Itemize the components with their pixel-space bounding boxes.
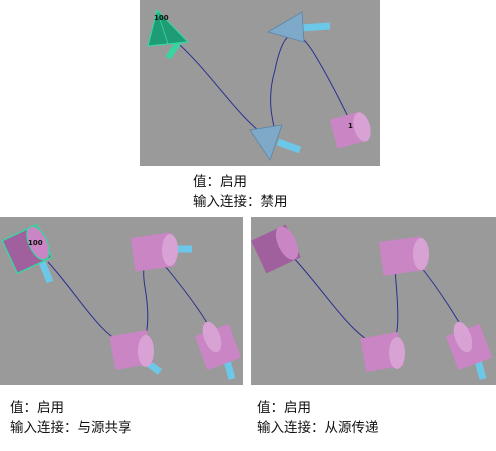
- caption-top: 值：启用 输入连接：禁用: [193, 172, 288, 212]
- cylinder-right[interactable]: [445, 319, 493, 380]
- motion-path-curve[interactable]: [47, 257, 219, 348]
- selected-cylinder[interactable]: 100: [1, 223, 54, 284]
- viewport-bottom-right-scene[interactable]: [251, 217, 496, 385]
- value-label: 值：启用: [193, 174, 247, 190]
- cylinder-top-right[interactable]: [130, 232, 192, 272]
- cylinder-right[interactable]: [194, 319, 242, 380]
- viewport-bottom-left[interactable]: 100: [0, 217, 243, 385]
- motion-path-curve[interactable]: [290, 254, 472, 348]
- cone-arrow-top[interactable]: [266, 11, 331, 43]
- viewport-bottom-right[interactable]: [251, 217, 496, 385]
- viewport-bottom-left-scene[interactable]: 100: [0, 217, 243, 385]
- cylinder-top-left[interactable]: [251, 223, 303, 274]
- cylinder-object[interactable]: 1: [329, 110, 374, 149]
- selected-cone-arrow[interactable]: 100: [147, 8, 190, 60]
- input-connection-label: 输入连接：从源传递: [257, 420, 379, 436]
- viewport-top[interactable]: 100 1: [140, 0, 380, 166]
- viewport-top-scene[interactable]: 100 1: [140, 0, 380, 166]
- value-label: 值：启用: [257, 400, 311, 416]
- caption-bottom-right: 值：启用 输入连接：从源传递: [257, 398, 379, 438]
- input-connection-label: 输入连接：禁用: [193, 194, 288, 210]
- motion-path-curve[interactable]: [171, 33, 353, 142]
- caption-bottom-left: 值：启用 输入连接：与源共享: [10, 398, 132, 438]
- marker-label: 100: [28, 239, 43, 247]
- input-connection-label: 输入连接：与源共享: [10, 420, 132, 436]
- value-label: 值：启用: [10, 400, 64, 416]
- end-marker-label: 1: [348, 122, 353, 130]
- cylinder-top-right[interactable]: [378, 236, 429, 276]
- cylinder-bottom-middle[interactable]: [360, 331, 405, 373]
- cylinder-bottom-middle[interactable]: [109, 329, 163, 375]
- cone-arrow-bottom[interactable]: [249, 124, 302, 161]
- marker-label: 100: [154, 14, 169, 22]
